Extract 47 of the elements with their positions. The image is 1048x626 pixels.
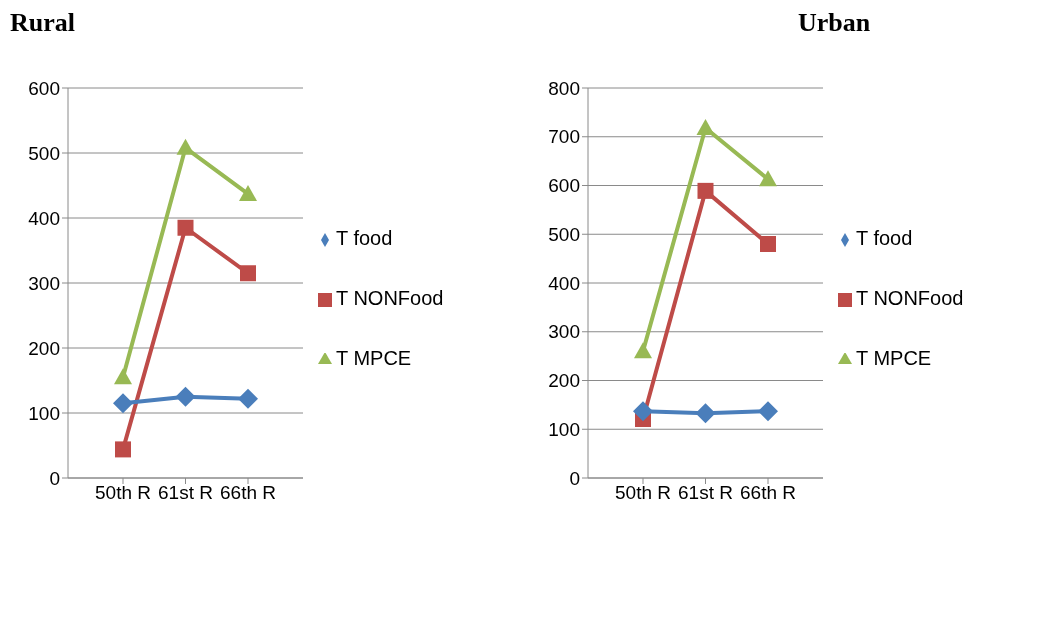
x-tick-label: 50th R [615, 482, 671, 504]
point [240, 265, 256, 282]
point [633, 401, 653, 422]
point [176, 138, 195, 155]
point [696, 118, 715, 135]
chart-title: Rural [9, 8, 76, 39]
point [114, 368, 132, 385]
y-tick-label: 100 [548, 418, 580, 440]
point [238, 388, 258, 409]
y-tick-label: 600 [548, 175, 580, 197]
point [634, 342, 652, 359]
y-tick-label: 700 [548, 126, 580, 148]
point [695, 403, 716, 424]
x-tick-label: 66th R [220, 482, 276, 504]
point [759, 170, 777, 187]
point [115, 441, 131, 458]
chart-title: Urban [797, 8, 872, 39]
y-tick-label: 0 [49, 467, 60, 489]
y-tick-label: 0 [569, 467, 580, 489]
point [177, 219, 194, 236]
point [239, 184, 257, 201]
y-tick-label: 500 [28, 142, 60, 164]
legend-label: T food [336, 227, 393, 249]
y-tick-label: 400 [28, 207, 60, 229]
y-tick-label: 800 [548, 77, 580, 99]
y-tick-label: 600 [28, 77, 60, 99]
point [113, 393, 133, 414]
point [758, 401, 778, 422]
legend-label: T MPCE [336, 347, 412, 369]
x-tick-label: 61st R [158, 482, 213, 504]
x-tick-label: 66th R [740, 482, 796, 504]
legend-label: T NONFood [336, 287, 444, 309]
y-tick-label: 200 [28, 337, 60, 359]
y-tick-label: 300 [548, 321, 580, 343]
legend-label: T NONFood [856, 287, 964, 309]
x-tick-label: 61st R [678, 482, 733, 504]
point [760, 236, 776, 252]
point [697, 182, 714, 199]
point [175, 386, 196, 407]
y-tick-label: 500 [548, 223, 580, 245]
y-tick-label: 100 [28, 402, 60, 424]
y-tick-label: 400 [548, 272, 580, 294]
y-tick-label: 300 [28, 272, 60, 294]
x-tick-label: 50th R [95, 482, 151, 504]
legend-label: T food [856, 227, 913, 249]
legend-label: T MPCE [856, 347, 932, 369]
y-tick-label: 200 [548, 370, 580, 392]
